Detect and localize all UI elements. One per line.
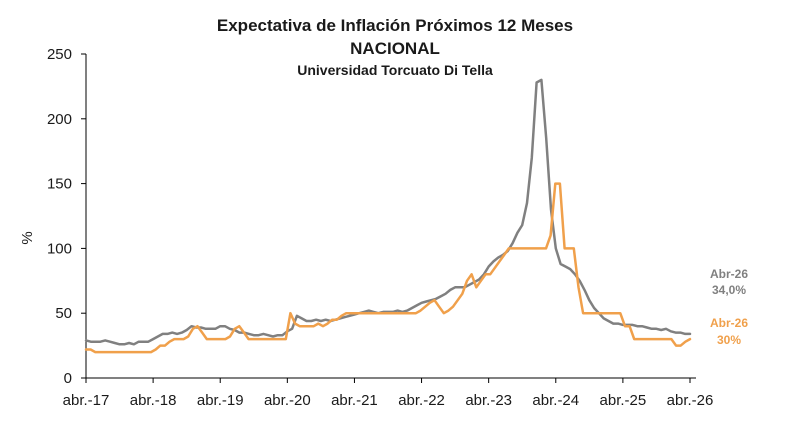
y-tick-label: 250 (47, 46, 72, 63)
y-tick-label: 200 (47, 111, 72, 128)
y-axis-label: % (19, 231, 36, 244)
x-tick-label: abr.-21 (331, 392, 378, 409)
y-tick-label: 0 (64, 370, 72, 387)
labels-layer: Abr-26 34,0% Abr-26 30% (710, 267, 748, 347)
x-tick-label: abr.-23 (465, 392, 512, 409)
x-tick-label: abr.-26 (667, 392, 714, 409)
series-line-gray (84, 78, 692, 346)
end-label-orange-value: 30% (717, 333, 741, 347)
x-tick-label: abr.-25 (600, 392, 647, 409)
end-label-orange-date: Abr-26 (710, 316, 748, 330)
x-tick-label: abr.-22 (398, 392, 445, 409)
chart-source: Universidad Torcuato Di Tella (297, 62, 493, 78)
x-tick-label: abr.-24 (532, 392, 579, 409)
end-label-gray-value: 34,0% (712, 283, 746, 297)
chart-title: Expectativa de Inflación Próximos 12 Mes… (216, 16, 574, 35)
x-tick-label: abr.-17 (63, 392, 110, 409)
x-tick-label: abr.-20 (264, 392, 311, 409)
y-tick-label: 50 (55, 305, 72, 322)
x-tick-label: abr.-18 (130, 392, 177, 409)
y-tick-label: 100 (47, 240, 72, 257)
series-layer (84, 78, 692, 354)
series-line-orange (84, 182, 692, 354)
y-tick-label: 150 (47, 176, 72, 193)
end-label-gray-date: Abr-26 (710, 267, 748, 281)
axes: 0 50 100 150 200 250 abr.-17 abr.-18 abr.-19 abr.… (47, 46, 713, 409)
x-tick-label: abr.-19 (197, 392, 244, 409)
chart-subtitle: NACIONAL (350, 39, 440, 58)
